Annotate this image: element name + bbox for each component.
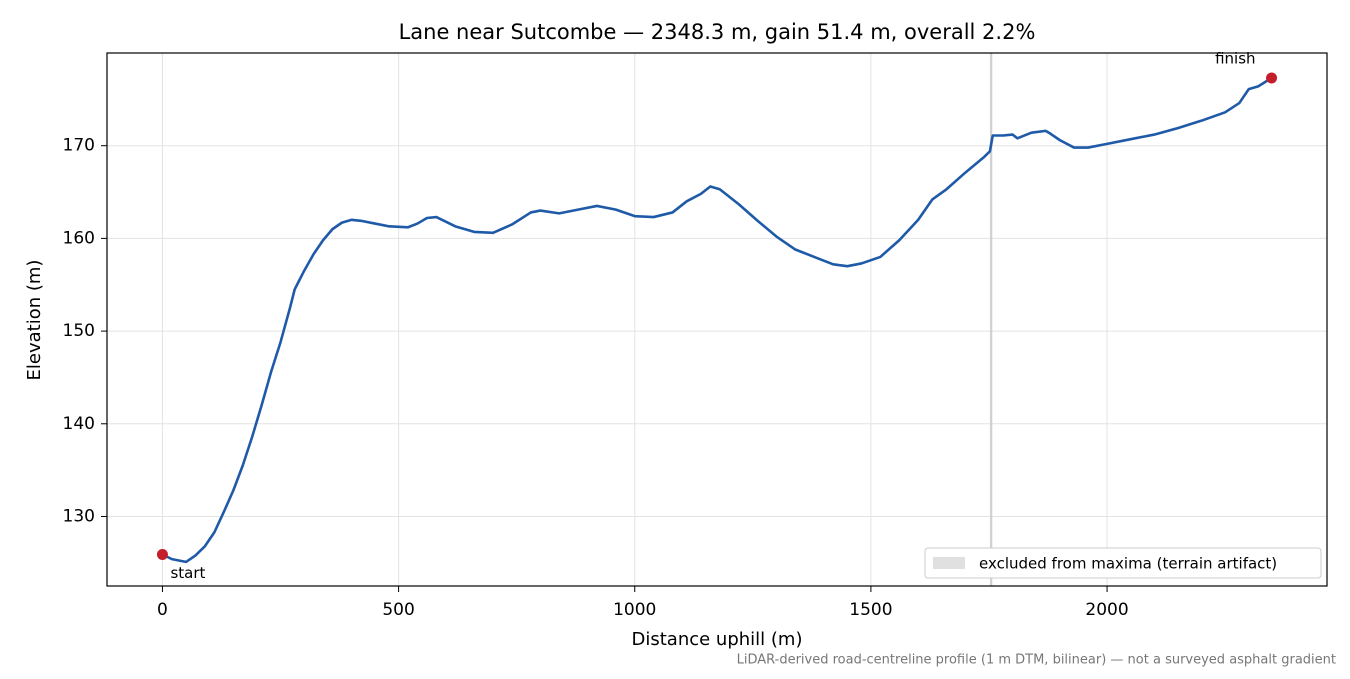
endpoint-label: finish (1215, 50, 1255, 68)
footnote: LiDAR-derived road-centreline profile (1… (737, 653, 1336, 668)
x-tick-label: 0 (157, 600, 168, 620)
x-axis-label: Distance uphill (m) (632, 629, 803, 650)
chart-title: Lane near Sutcombe — 2348.3 m, gain 51.4… (399, 20, 1036, 44)
endpoint-marker (1266, 72, 1278, 84)
endpoint-marker (156, 548, 168, 560)
legend-box (924, 547, 1322, 579)
legend-label: excluded from maxima (terrain artifact) (979, 555, 1277, 573)
y-tick-label: 170 (63, 136, 95, 156)
plot-frame (106, 52, 1328, 587)
legend-swatch (933, 557, 965, 569)
elevation-line (161, 76, 1273, 564)
excluded-span (989, 53, 993, 586)
y-tick-label: 150 (63, 321, 95, 341)
x-tick-label: 1000 (613, 600, 656, 620)
y-tick-label: 140 (63, 414, 95, 434)
x-tick-label: 500 (382, 600, 414, 620)
y-axis-label: Elevation (m) (24, 260, 45, 381)
x-tick-label: 2000 (1085, 600, 1128, 620)
x-tick-label: 1500 (849, 600, 892, 620)
y-tick-label: 130 (63, 506, 95, 526)
y-tick-label: 160 (63, 228, 95, 248)
endpoint-label: start (170, 564, 205, 582)
